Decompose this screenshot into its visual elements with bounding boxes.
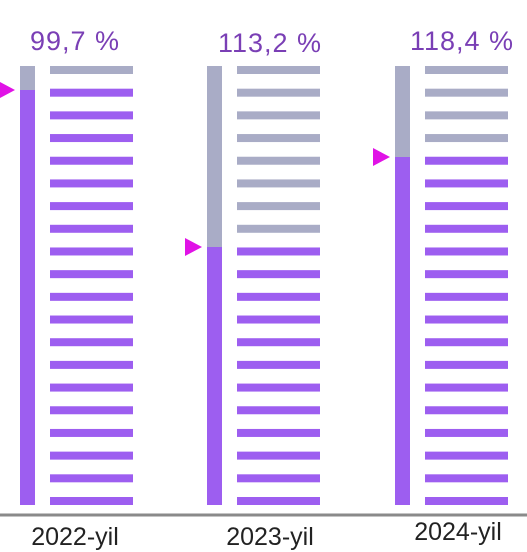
stripe <box>50 384 133 392</box>
stripe <box>50 338 133 346</box>
stripe <box>425 270 508 278</box>
stripe <box>425 293 508 301</box>
infographic: 99,7 % 113,2 % 118,4 % 2022-yil 2023-yil… <box>0 0 527 552</box>
stripe <box>237 89 320 97</box>
stripe <box>237 293 320 301</box>
stripe <box>425 66 508 74</box>
stripe <box>237 384 320 392</box>
stripe <box>425 316 508 324</box>
stripe <box>425 361 508 369</box>
stripe <box>50 66 133 74</box>
stripe <box>237 111 320 119</box>
stripe <box>237 134 320 142</box>
stripe <box>50 247 133 255</box>
stripe <box>237 316 320 324</box>
stripe <box>425 384 508 392</box>
stripe <box>50 293 133 301</box>
stripe <box>50 270 133 278</box>
stripe <box>425 202 508 210</box>
value-label: 118,4 % <box>410 26 514 56</box>
stripe <box>237 497 320 505</box>
page: {"columns": [ {"value_label": "99,7 %", … <box>0 0 527 552</box>
stripe <box>425 157 508 165</box>
stripe <box>50 157 133 165</box>
stripe <box>237 247 320 255</box>
stripe <box>237 225 320 233</box>
gauge-fill <box>20 90 35 505</box>
stripe <box>50 406 133 414</box>
stripe <box>237 452 320 460</box>
stripe <box>237 361 320 369</box>
marker <box>373 148 390 166</box>
stripe <box>425 89 508 97</box>
stripe <box>237 66 320 74</box>
stripe <box>50 361 133 369</box>
year-label: 2023-yil <box>226 523 314 551</box>
stripe <box>237 338 320 346</box>
stripe <box>50 134 133 142</box>
year-label: 2022-yil <box>31 523 119 551</box>
stripe <box>237 270 320 278</box>
stripe <box>50 202 133 210</box>
stripe <box>425 474 508 482</box>
stripe <box>425 497 508 505</box>
stripe <box>50 316 133 324</box>
stripe <box>425 452 508 460</box>
gauge-fill <box>207 247 222 505</box>
stripe <box>50 111 133 119</box>
stripe <box>50 179 133 187</box>
gauge-empty <box>207 66 222 247</box>
gauge-fill <box>395 157 410 505</box>
gauge-empty <box>20 66 35 90</box>
stripe <box>425 338 508 346</box>
stripe <box>50 474 133 482</box>
stripe <box>237 157 320 165</box>
stripe <box>237 474 320 482</box>
stripe <box>425 179 508 187</box>
stripe <box>237 179 320 187</box>
value-label: 99,7 % <box>30 26 120 56</box>
stripe <box>425 406 508 414</box>
stripe <box>50 429 133 437</box>
stripe <box>237 202 320 210</box>
gauge-empty <box>395 66 410 157</box>
stripe <box>237 429 320 437</box>
year-label: 2024-yil <box>414 518 502 546</box>
stripe <box>50 497 133 505</box>
stripe <box>50 89 133 97</box>
stripe <box>50 225 133 233</box>
stripe <box>425 134 508 142</box>
stripe <box>425 225 508 233</box>
value-label: 113,2 % <box>218 28 322 58</box>
marker <box>185 238 202 256</box>
stripe <box>425 429 508 437</box>
stripe <box>425 247 508 255</box>
marker <box>0 81 15 99</box>
stripe <box>237 406 320 414</box>
stripe <box>50 452 133 460</box>
stripe <box>425 111 508 119</box>
